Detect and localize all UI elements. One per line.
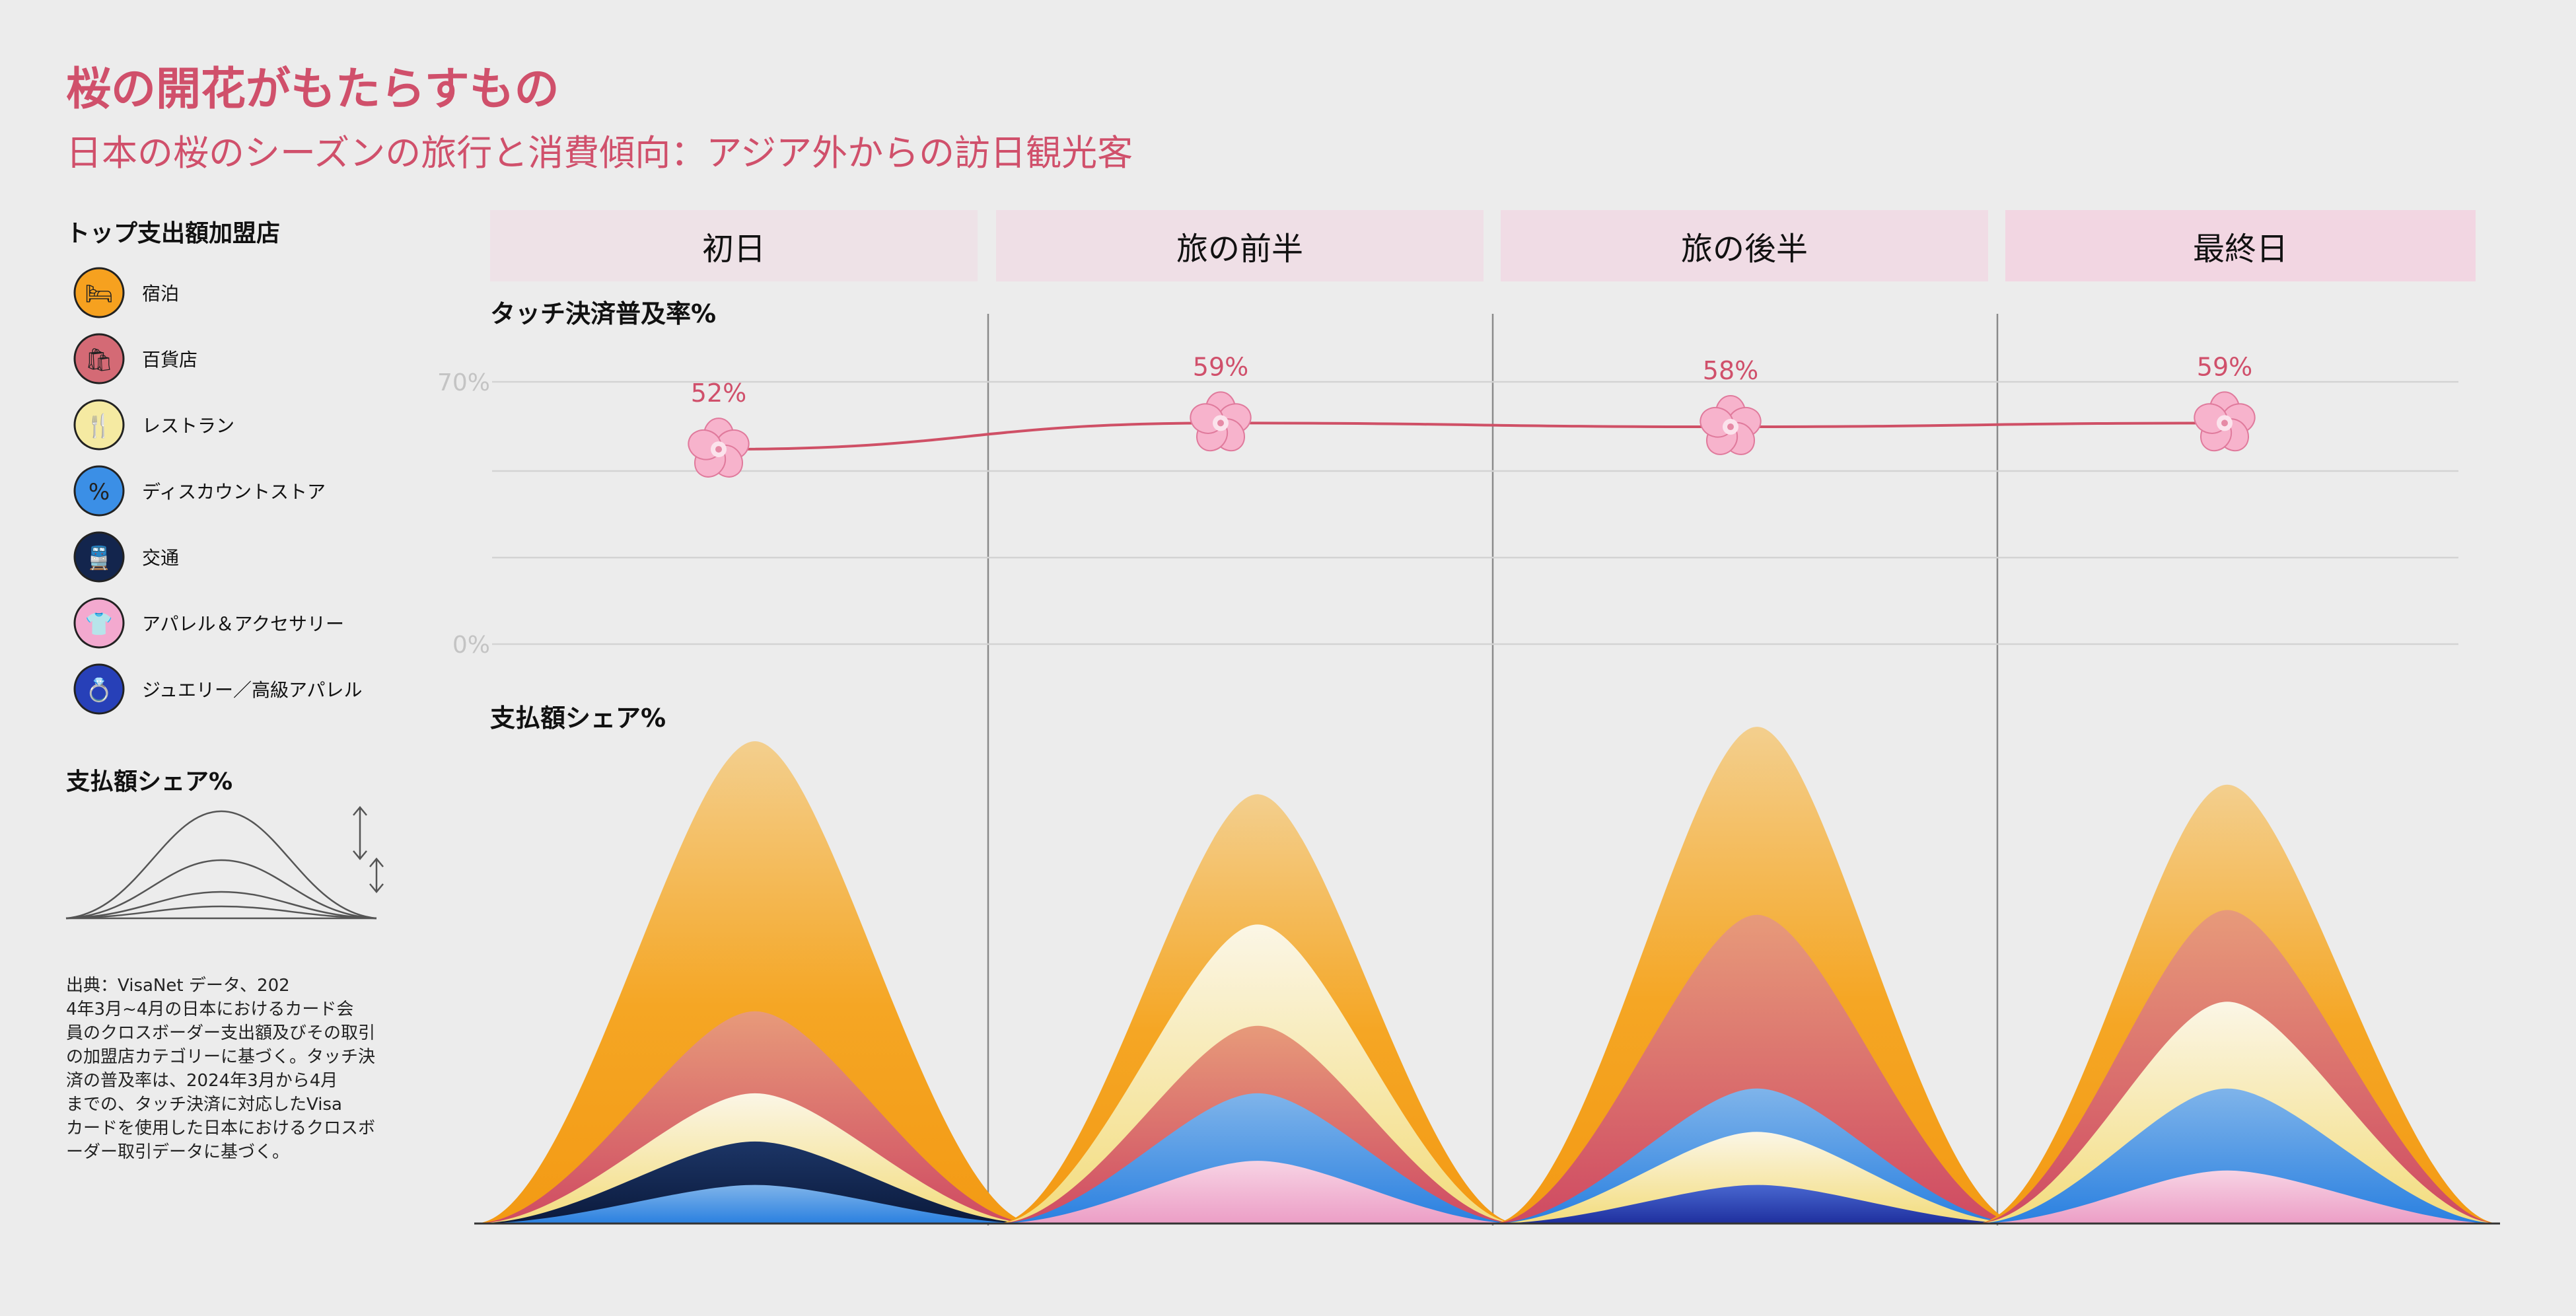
data-label: 52% <box>691 379 746 408</box>
share-key-curve <box>65 891 377 920</box>
legend-label: ディスカウントストア <box>142 481 326 503</box>
stage-headers: 初日 旅の前半 旅の後半 最終日 <box>490 210 2476 281</box>
legend-item: 👕 アパレル＆アクセサリー <box>73 597 344 649</box>
share-key-diagram <box>65 806 384 920</box>
fork-knife-icon: 🍴 <box>85 413 113 439</box>
stage-label: 旅の前半 <box>1176 231 1303 268</box>
share-area <box>474 1141 1036 1224</box>
stage-header: 初日 <box>490 210 978 281</box>
legend-swatch <box>73 597 125 649</box>
share-hump <box>996 794 1519 1224</box>
stage-header-bg <box>2005 210 2476 281</box>
legend-panel: トップ支出額加盟店 🛏 宿泊 🛍 百貨店 🍴 レストラン% ディスカウントストア 🚆 交通 👕 アパ… <box>66 220 362 715</box>
adoption-chart-title: タッチ決済普及率% <box>490 299 716 328</box>
bed-icon: 🛏 <box>85 281 113 307</box>
share-key-curve <box>65 905 377 920</box>
data-label: 59% <box>2197 352 2252 381</box>
stage-label: 最終日 <box>2193 231 2288 268</box>
legend-label: ジュエリー／高級アパレル <box>142 679 362 701</box>
adoption-grid: 0% 70% <box>437 369 2458 659</box>
share-chart: 支払額シェア% <box>474 704 2500 1225</box>
stage-label: 初日 <box>702 231 766 268</box>
share-hump <box>1975 784 2500 1224</box>
source-text: 出典：VisaNet データ、202 4年3月~4月の日本におけるカード会員のクロ… <box>66 976 375 1162</box>
legend-items: 🛏 宿泊 🛍 百貨店 🍴 レストラン% ディスカウントストア 🚆 交通 👕 アパレル＆アクセサリー 💍… <box>73 267 362 715</box>
legend-swatch <box>73 399 125 451</box>
legend-swatch <box>73 267 125 318</box>
sakura-flower-icon <box>2194 391 2256 452</box>
legend-item: 💍 ジュエリー／高級アパレル <box>73 663 362 715</box>
page-title: 桜の開花がもたらすもの <box>66 63 559 116</box>
legend-swatch <box>73 465 125 517</box>
legend-item: % ディスカウントストア <box>73 465 326 517</box>
stage-header-bg <box>490 210 978 281</box>
stage-header-bg <box>1501 210 1988 281</box>
train-icon: 🚆 <box>85 545 113 571</box>
share-key-arrow <box>353 806 367 860</box>
y-tick-label: 0% <box>452 632 490 659</box>
share-areas <box>474 727 2500 1224</box>
legend-swatch <box>73 333 125 384</box>
share-hump <box>1491 727 2022 1224</box>
share-key: 支払額シェア% <box>65 768 384 920</box>
legend-label: アパレル＆アクセサリー <box>142 613 344 635</box>
legend-swatch <box>73 663 125 715</box>
data-label: 58% <box>1703 356 1758 385</box>
clothing-icon: 👕 <box>85 611 113 638</box>
stage-header: 最終日 <box>2005 210 2476 281</box>
stage-header: 旅の後半 <box>1501 210 1988 281</box>
share-area <box>1491 1132 2022 1224</box>
share-area <box>1975 1088 2500 1224</box>
share-area <box>996 1161 1519 1224</box>
discount-badge-icon: % <box>89 479 110 505</box>
legend-label: 交通 <box>142 547 179 569</box>
legend-item: 🛏 宿泊 <box>73 267 179 318</box>
stage-dividers <box>987 314 1999 1225</box>
share-area <box>1491 1185 2022 1224</box>
share-area <box>996 1093 1519 1224</box>
share-chart-title: 支払額シェア% <box>490 704 666 733</box>
sakura-flower-icon <box>1699 395 1762 455</box>
adoption-chart: タッチ決済普及率% 0% 70% 52% 59% 58% 59% <box>437 299 2458 659</box>
share-key-title: 支払額シェア% <box>66 768 233 795</box>
shopping-bag-icon: 🛍 <box>85 347 113 373</box>
legend-item: 🍴 レストラン <box>73 399 234 451</box>
share-key-curve <box>65 810 377 920</box>
sakura-flower-icon <box>688 418 750 478</box>
share-area <box>1975 1170 2500 1224</box>
legend-item: 🛍 百貨店 <box>73 333 197 384</box>
legend-label: 宿泊 <box>142 283 179 305</box>
y-tick-label: 70% <box>437 369 490 396</box>
legend-item: 🚆 交通 <box>73 531 179 583</box>
source-note: 出典：VisaNet データ、202 4年3月~4月の日本におけるカード会員のクロ… <box>66 976 375 1162</box>
share-area <box>474 1185 1036 1224</box>
legend-swatch <box>73 531 125 583</box>
share-hump <box>474 741 1036 1224</box>
share-key-arrow <box>369 858 384 893</box>
page-subtitle: 日本の桜のシーズンの旅行と消費傾向：アジア外からの訪日観光客 <box>66 132 1133 174</box>
stage-header: 旅の前半 <box>996 210 1484 281</box>
share-key-curve <box>65 859 377 920</box>
stage-label: 旅の後半 <box>1681 231 1808 268</box>
legend-title: トップ支出額加盟店 <box>66 220 280 247</box>
legend-label: レストラン <box>142 415 234 437</box>
sakura-flower-icon <box>1190 391 1252 452</box>
stage-header-bg <box>996 210 1484 281</box>
adoption-series: 52% 59% 58% 59% <box>688 352 2256 478</box>
share-area <box>474 741 1036 1224</box>
share-area <box>1491 914 2022 1224</box>
rings-icon: 💍 <box>85 677 113 704</box>
adoption-line <box>718 421 2225 451</box>
legend-label: 百貨店 <box>142 349 197 371</box>
data-label: 59% <box>1193 352 1248 381</box>
